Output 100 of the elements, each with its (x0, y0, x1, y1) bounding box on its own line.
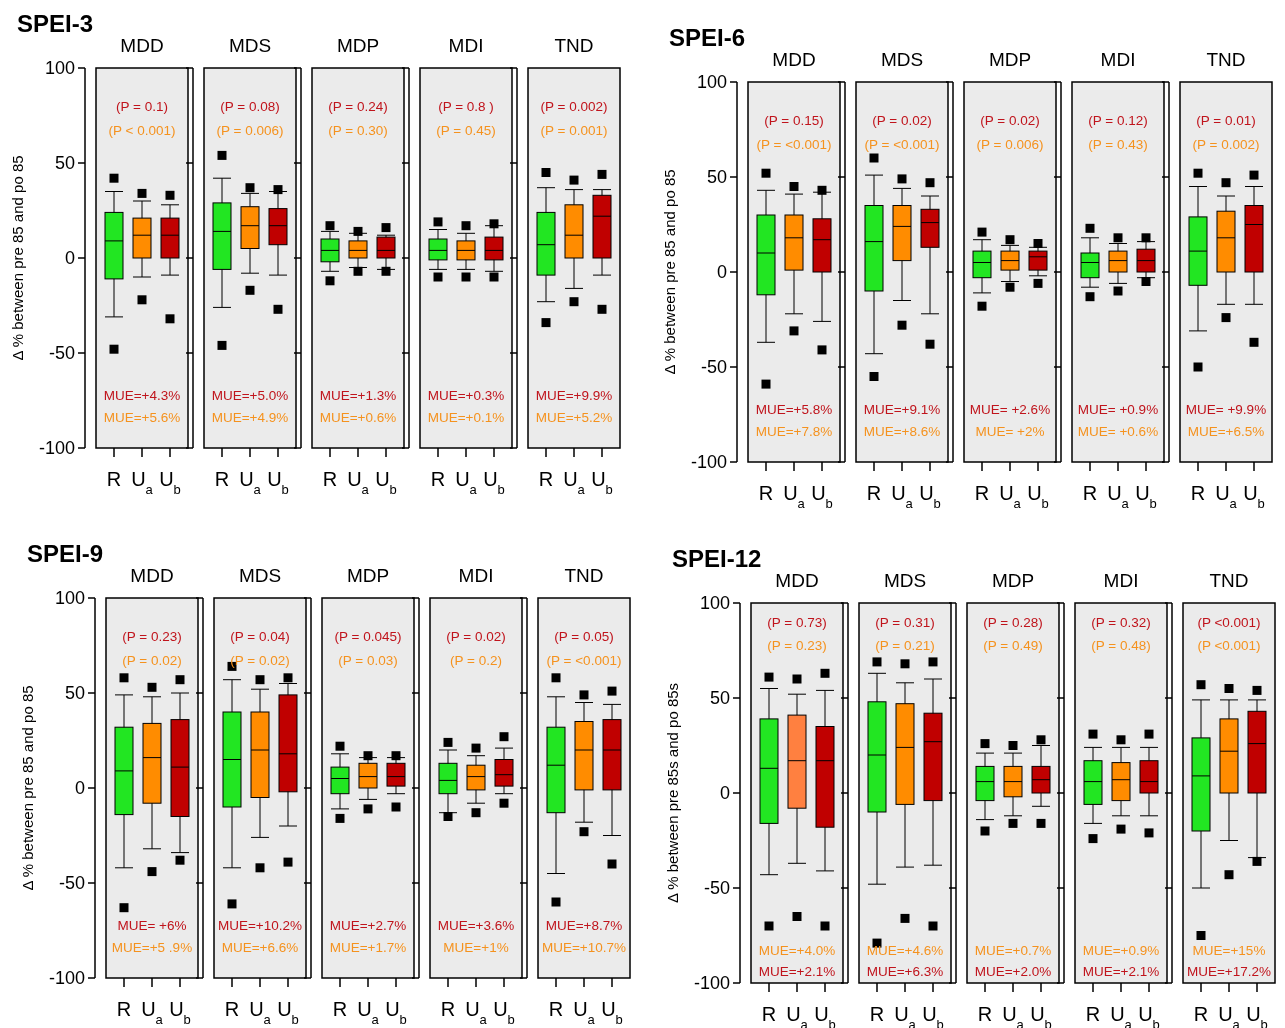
x-tick-label: U$_{a}$ (1215, 482, 1238, 511)
annotation: MUE=+6.3% (866, 964, 944, 980)
annotation: (P = 0.02) (230, 653, 290, 669)
x-tick-label: U$_{b}$ (601, 998, 623, 1027)
y-tick-label: -50 (48, 343, 75, 364)
x-tick-label: R (440, 998, 456, 1020)
chart-title: TND (1209, 570, 1249, 591)
x-tick-label: U$_{a}$ (786, 1003, 809, 1028)
chart-title: MDD (130, 565, 174, 586)
y-axis-title: Δ % between pre 85 and po 85 (661, 169, 678, 375)
annotation: (P = 0.002) (540, 98, 608, 114)
y-tick-label: 0 (64, 248, 75, 269)
annotation: MUE=+5.2% (535, 410, 613, 426)
x-tick-label: R (332, 998, 348, 1020)
x-tick-label: U$_{b}$ (1030, 1003, 1052, 1028)
annotation: (P = <0.001) (864, 137, 940, 153)
annotation: MUE=+0.6% (319, 410, 397, 426)
annotation: (P = 0.02) (980, 112, 1040, 128)
x-tick-label: U$_{b}$ (1135, 482, 1157, 511)
x-tick-label: U$_{a}$ (239, 468, 262, 497)
chart-title: MDI (458, 565, 494, 586)
y-tick-label: -100 (693, 973, 730, 994)
annotation: MUE=+5 .9% (111, 940, 193, 956)
chart-title: MDS (880, 49, 924, 70)
chart-title: MDS (228, 35, 272, 56)
x-tick-label: U$_{b}$ (159, 468, 181, 497)
text: SPEI-3 (17, 10, 94, 37)
annotation: MUE= +0.6% (1077, 424, 1159, 440)
y-tick-label: 100 (54, 588, 85, 609)
chart-title: MDP (991, 570, 1035, 591)
annotation: MUE=+6.5% (1187, 424, 1265, 440)
annotation: MUE=+9.1% (863, 401, 941, 417)
y-tick-label: 100 (44, 58, 75, 79)
chart-title: MDS (238, 565, 282, 586)
annotation: (P = 0.002) (1192, 137, 1260, 153)
x-tick-label: U$_{a}$ (1218, 1003, 1241, 1028)
x-tick-label: R (214, 468, 230, 490)
chart-title: TND (1206, 49, 1246, 70)
x-tick-label: U$_{b}$ (919, 482, 941, 511)
annotation: (P = 0.23) (767, 637, 827, 653)
x-tick-label: U$_{a}$ (465, 998, 488, 1027)
y-axis-title: Δ % between pre 85 and po 85 (9, 155, 26, 361)
x-tick-label: U$_{a}$ (347, 468, 370, 497)
annotation: (P = 0.30) (328, 123, 388, 139)
x-tick-label: R (322, 468, 338, 490)
annotation: MUE=+1.3% (319, 387, 397, 403)
annotation: (P = 0.31) (875, 614, 935, 630)
x-tick-label: U$_{a}$ (455, 468, 478, 497)
x-tick-label: R (1190, 482, 1206, 504)
x-tick-label: R (977, 1003, 993, 1025)
y-tick-label: 0 (74, 778, 85, 799)
annotation: MUE= +0.9% (1077, 401, 1159, 417)
text: SPEI-6 (669, 24, 746, 51)
annotation: (P = 0.49) (983, 637, 1043, 653)
x-tick-label: U$_{b}$ (493, 998, 515, 1027)
annotation: MUE=+2.7% (329, 917, 407, 933)
annotation: (P < 0.001) (108, 123, 176, 139)
x-tick-label: U$_{a}$ (131, 468, 154, 497)
chart-title: MDP (346, 565, 390, 586)
x-tick-label: U$_{a}$ (1107, 482, 1130, 511)
x-tick-label: U$_{b}$ (811, 482, 833, 511)
x-tick-label: U$_{a}$ (891, 482, 914, 511)
annotation: MUE= +2.6% (969, 401, 1051, 417)
chart-title: MDP (988, 49, 1032, 70)
annotation: MUE=+6.6% (221, 940, 299, 956)
annotation: MUE=+7.8% (755, 424, 833, 440)
chart-title: MDP (336, 35, 380, 56)
x-tick-label: U$_{b}$ (169, 998, 191, 1027)
annotation: (P = 0.21) (875, 637, 935, 653)
x-tick-label: R (866, 482, 882, 504)
annotation: MUE=+8.7% (545, 917, 623, 933)
chart-title: MDD (120, 35, 164, 56)
annotation: MUE=+5.8% (755, 401, 833, 417)
annotation: MUE=+4.3% (103, 387, 181, 403)
annotation: (P = 0.01) (1196, 112, 1256, 128)
chart-title: MDI (1100, 49, 1136, 70)
x-tick-label: U$_{b}$ (267, 468, 289, 497)
x-tick-label: U$_{b}$ (922, 1003, 944, 1028)
chart-title: MDI (448, 35, 484, 56)
x-tick-label: R (106, 468, 122, 490)
x-tick-label: R (1082, 482, 1098, 504)
x-tick-label: U$_{a}$ (999, 482, 1022, 511)
annotation: MUE=+0.1% (427, 410, 505, 426)
x-tick-label: U$_{b}$ (277, 998, 299, 1027)
chart-title: MDI (1103, 570, 1139, 591)
x-tick-label: R (758, 482, 774, 504)
annotation: (P = 0.73) (767, 614, 827, 630)
annotation: MUE=+0.3% (427, 387, 505, 403)
x-tick-label: U$_{a}$ (141, 998, 164, 1027)
x-tick-label: U$_{a}$ (573, 998, 596, 1027)
annotation: (P = 0.12) (1088, 112, 1148, 128)
chart-title: TND (554, 35, 594, 56)
text: SPEI-9 (27, 540, 104, 567)
chart-title: TND (564, 565, 604, 586)
x-tick-label: R (974, 482, 990, 504)
annotation: MUE=+0.7% (974, 943, 1052, 959)
x-tick-label: U$_{a}$ (1002, 1003, 1025, 1028)
y-tick-label: -100 (48, 968, 85, 989)
annotation: MUE=+2.1% (1082, 964, 1160, 980)
y-tick-label: 50 (54, 153, 75, 174)
